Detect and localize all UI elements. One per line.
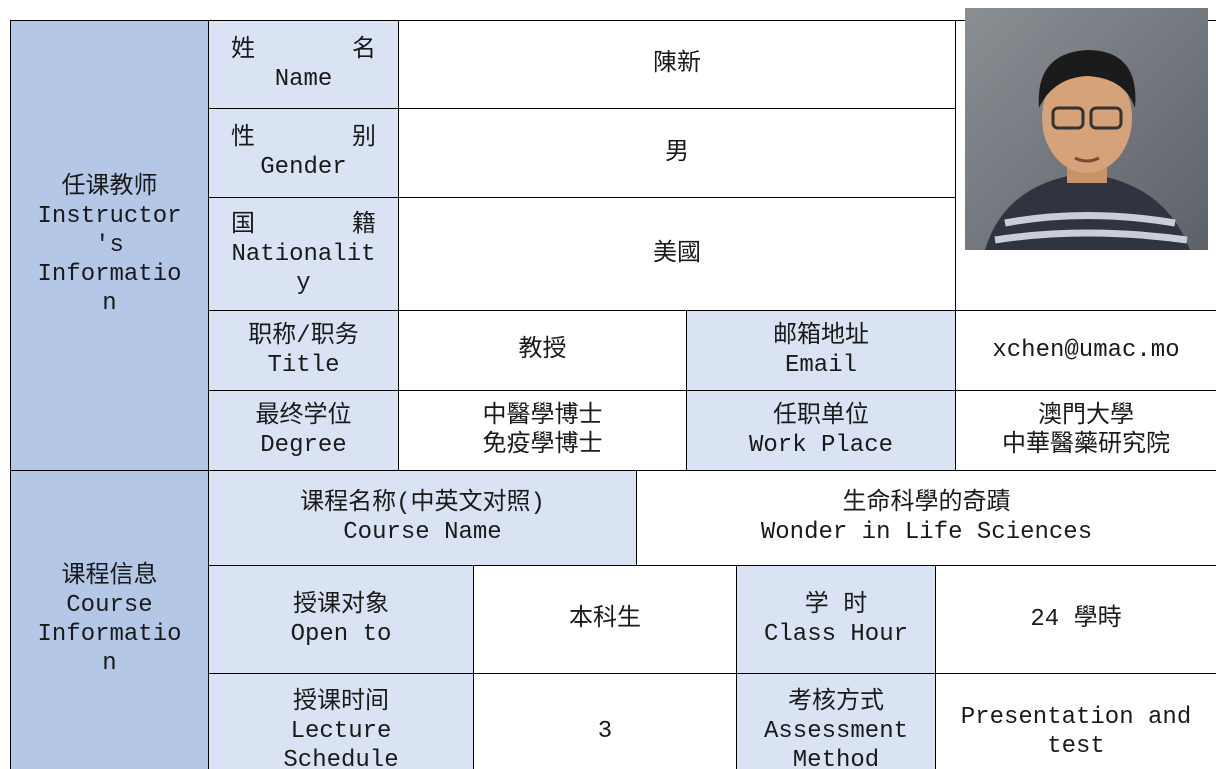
value-cell: 3 xyxy=(473,673,737,769)
cell-text: 陳新 xyxy=(653,51,701,78)
cell-text: Wonder in Life Sciences xyxy=(760,519,1093,546)
label-cell: 性 别 Gender xyxy=(208,108,399,198)
cell-text: xchen@umac.mo xyxy=(992,337,1180,364)
value-cell: 生命科學的奇蹟 Wonder in Life Sciences xyxy=(636,470,1216,566)
cell-text: Assessment Method xyxy=(763,718,909,769)
cell-text: 3 xyxy=(597,718,613,745)
value-cell: 24 學時 xyxy=(935,565,1216,674)
label-cell: 国 籍 Nationality xyxy=(208,197,399,311)
label-cell: 授课对象 Open to xyxy=(208,565,474,674)
cell-text: 学 时 xyxy=(804,591,868,619)
cell-text: 最终学位 xyxy=(255,402,352,430)
label-cell: 授课时间 Lecture Schedule xyxy=(208,673,474,769)
label-cell: 姓 名 Name xyxy=(208,20,399,109)
cell-text: Nationality xyxy=(231,240,376,297)
label-cell: 课程名称(中英文对照) Course Name xyxy=(208,470,637,566)
value-cell: 男 xyxy=(398,108,956,198)
value-cell: 教授 xyxy=(398,310,687,391)
cell-text: Email xyxy=(784,351,857,379)
cell-text: Work Place xyxy=(748,431,894,459)
cell-text: 授课时间 xyxy=(293,689,389,716)
cell-text: 本科生 xyxy=(569,606,641,633)
cell-text: 24 學時 xyxy=(1030,606,1122,633)
cell-text: 课程名称(中英文对照) xyxy=(300,490,545,517)
cell-text: Course Name xyxy=(343,519,502,546)
cell-text: 姓 名 xyxy=(231,36,376,64)
section-heading-cell: 任课教师 Instructor's Information xyxy=(10,20,209,471)
cell-text: 性 别 xyxy=(231,125,376,152)
cell-text: Open to xyxy=(290,620,392,648)
value-cell: 澳門大學 中華醫藥研究院 xyxy=(955,390,1216,471)
cell-text: 美國 xyxy=(653,240,701,268)
cell-text: Degree xyxy=(260,431,347,459)
cell-text: Course Information xyxy=(37,592,182,677)
cell-text: 中華醫藥研究院 xyxy=(1002,431,1170,459)
cell-text: 考核方式 xyxy=(788,689,884,716)
cell-text: 中醫學博士 xyxy=(482,402,603,430)
value-cell: 陳新 xyxy=(398,20,956,109)
value-cell: 本科生 xyxy=(473,565,737,674)
cell-text: Gender xyxy=(260,154,347,181)
section-heading-cell: 课程信息 Course Information xyxy=(10,470,209,769)
label-cell: 任职单位 Work Place xyxy=(686,390,956,471)
cell-text: 课程信息 xyxy=(61,563,158,590)
cell-text: 男 xyxy=(665,139,689,167)
cell-text: 任课教师 xyxy=(61,174,158,201)
cell-text: Presentation and test xyxy=(960,703,1192,760)
cell-text: 任职单位 xyxy=(773,402,869,430)
value-cell: xchen@umac.mo xyxy=(955,310,1216,391)
cell-text: 教授 xyxy=(518,337,567,364)
cell-text: 授课对象 xyxy=(293,591,389,619)
label-cell: 职称/职务 Title xyxy=(208,310,399,391)
cell-text: Class Hour xyxy=(763,620,909,648)
cell-text: Lecture Schedule xyxy=(283,718,399,769)
label-cell: 邮箱地址 Email xyxy=(686,310,956,391)
value-cell: Presentation and test xyxy=(935,673,1216,769)
cell-text: Name xyxy=(274,65,333,93)
value-cell: 中醫學博士 免疫學博士 xyxy=(398,390,687,471)
instructor-photo xyxy=(965,8,1208,250)
cell-text: 免疫學博士 xyxy=(482,431,603,459)
label-cell: 学 时 Class Hour xyxy=(736,565,936,674)
cell-text: 生命科學的奇蹟 xyxy=(842,490,1011,517)
cell-text: 职称/职务 xyxy=(248,322,359,350)
cell-text: 澳門大學 xyxy=(1038,402,1134,430)
value-cell: 美國 xyxy=(398,197,956,311)
label-cell: 考核方式 Assessment Method xyxy=(736,673,936,769)
cell-text: 国 籍 xyxy=(231,211,376,239)
label-cell: 最终学位 Degree xyxy=(208,390,399,471)
cell-text: 邮箱地址 xyxy=(773,322,869,350)
cell-text: Instructor's Information xyxy=(37,203,182,317)
cell-text: Title xyxy=(267,351,340,379)
